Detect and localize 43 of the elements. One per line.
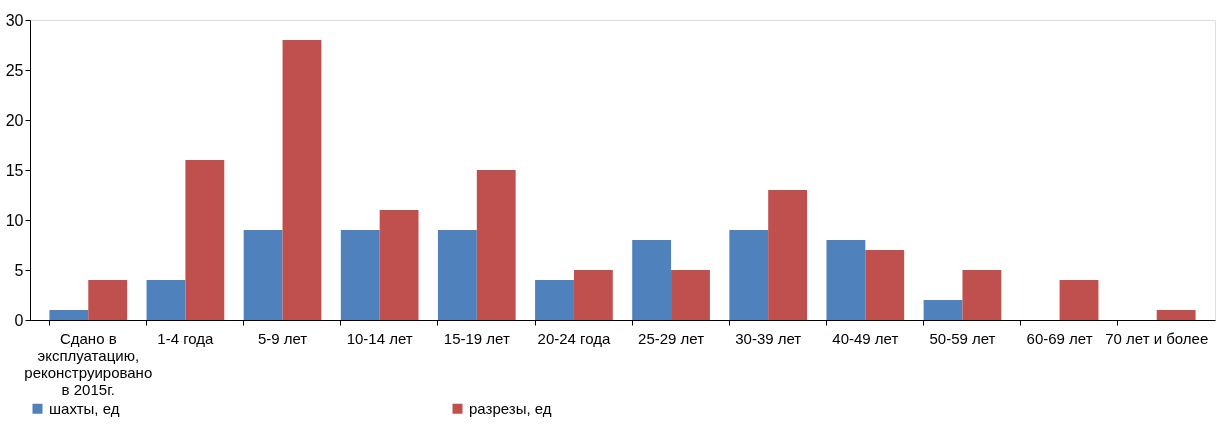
x-tick-label: 50-59 лет [929, 329, 996, 347]
legend-label: разрезы, ед [469, 399, 552, 417]
x-tick-label: 25-29 лет [638, 329, 705, 347]
x-tick-label: Сдано в эксплуатацию, реконструировано в 2015г. [24, 329, 153, 398]
bar [88, 280, 128, 320]
bar [865, 250, 905, 320]
bar [282, 40, 322, 320]
bar [1059, 280, 1099, 320]
x-tick-label: 70 лет и более [1105, 329, 1209, 347]
y-tick-label: 5 [14, 261, 24, 279]
bar [923, 300, 963, 320]
y-tick-label: 15 [5, 161, 24, 179]
bar [185, 160, 225, 320]
bar [146, 280, 186, 320]
legend-label: шахты, ед [49, 399, 120, 417]
x-tick-label: 30-39 лет [735, 329, 802, 347]
x-tick-label: 60-69 лет [1026, 329, 1093, 347]
bar [768, 190, 808, 320]
bar [729, 230, 769, 320]
bar [49, 310, 89, 320]
bar [962, 270, 1002, 320]
bar [379, 210, 419, 320]
y-tick-label: 20 [5, 111, 24, 129]
x-tick-label: 10-14 лет [346, 329, 413, 347]
bar [632, 240, 672, 320]
bar [671, 270, 710, 320]
x-tick-label: 20-24 года [537, 329, 611, 347]
bar [826, 240, 866, 320]
bar [573, 270, 613, 320]
x-tick-label: 5-9 лет [257, 329, 308, 347]
bar [243, 230, 283, 320]
x-tick-label: 40-49 лет [832, 329, 899, 347]
y-tick-label: 25 [5, 61, 24, 79]
bar [476, 170, 516, 320]
bar [535, 280, 574, 320]
bar [340, 230, 380, 320]
y-tick-label: 10 [5, 211, 24, 229]
x-tick-label: 1-4 года [157, 329, 215, 347]
y-tick-label: 30 [5, 11, 24, 29]
x-tick-label: 15-19 лет [443, 329, 510, 347]
bar [437, 230, 477, 320]
bar [1156, 310, 1196, 320]
y-tick-label: 0 [14, 311, 24, 329]
